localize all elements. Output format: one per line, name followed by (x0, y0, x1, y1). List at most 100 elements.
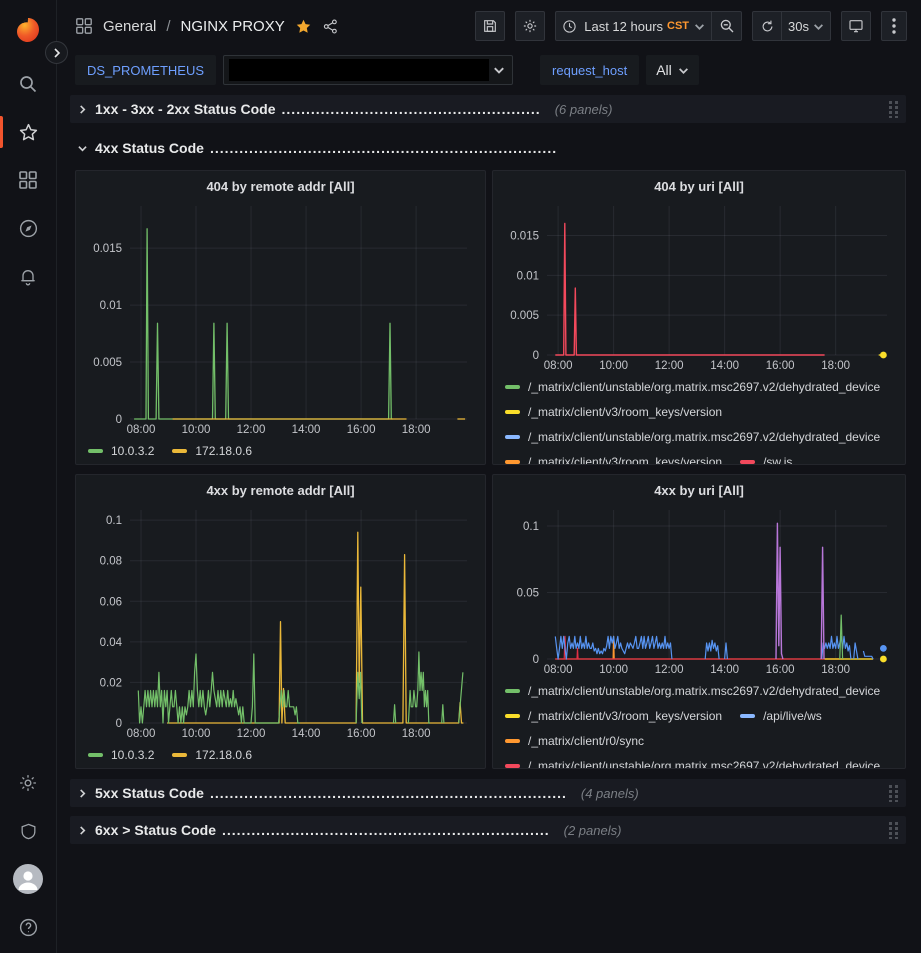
legend-item[interactable]: /_matrix/client/unstable/org.matrix.msc2… (505, 424, 880, 449)
save-dashboard-button[interactable] (475, 11, 506, 41)
legend-swatch (505, 409, 520, 414)
chevron-down-icon (695, 23, 705, 30)
legend-item[interactable]: /api/live/ws (740, 703, 822, 728)
svg-text:0.015: 0.015 (93, 243, 122, 255)
dashboard-title[interactable]: NGINX PROXY (180, 17, 285, 35)
share-icon[interactable] (322, 18, 339, 35)
refresh-interval-picker[interactable]: 30s (782, 11, 831, 41)
panel-title[interactable]: 404 by remote addr [All] (206, 179, 355, 194)
legend-item[interactable]: /_matrix/client/r0/sync (505, 728, 644, 753)
breadcrumb-section[interactable]: General (103, 17, 157, 35)
legend-item[interactable]: /_matrix/client/v3/room_keys/version (505, 399, 722, 424)
legend-item[interactable]: /_matrix/client/v3/room_keys/version (505, 703, 722, 728)
svg-text:14:00: 14:00 (710, 664, 739, 676)
legend: 10.0.3.2 172.18.0.6 (84, 742, 477, 768)
row-header-5xx[interactable]: 5xx Status Code ........................… (70, 779, 906, 807)
sidebar-item-help[interactable] (0, 903, 56, 951)
svg-text:0.1: 0.1 (523, 521, 539, 533)
sidebar-item-dashboards[interactable] (0, 156, 56, 204)
dashboard-settings-button[interactable] (515, 11, 546, 41)
timeseries-chart[interactable]: 08:00 10:00 12:00 14:00 16:00 18:00 0 0.005 0.01… (84, 198, 477, 438)
dashboards-grid-icon (19, 171, 37, 189)
refresh-button[interactable] (752, 11, 783, 41)
svg-text:0.01: 0.01 (100, 300, 122, 312)
svg-text:0.015: 0.015 (510, 230, 539, 242)
legend-item[interactable]: /sw.js (740, 449, 792, 464)
tv-mode-button[interactable] (841, 11, 871, 41)
svg-text:14:00: 14:00 (292, 728, 321, 740)
svg-text:10:00: 10:00 (182, 424, 211, 436)
legend-item[interactable]: /_matrix/client/unstable/org.matrix.msc2… (505, 753, 880, 768)
sidebar-item-configuration[interactable] (0, 759, 56, 807)
clock-icon (563, 19, 576, 33)
toolbar: Last 12 hours CST 30s (475, 11, 907, 41)
timeseries-chart[interactable]: 08:00 10:00 12:00 14:00 16:00 18:00 0 0.05 0.1 (501, 502, 897, 678)
timeseries-chart[interactable]: 08:00 10:00 12:00 14:00 16:00 18:00 0 0.02 0.04 0… (84, 502, 477, 742)
svg-text:10:00: 10:00 (599, 360, 628, 372)
sidebar-item-search[interactable] (0, 60, 56, 108)
sidebar-expand-button[interactable] (45, 41, 68, 64)
time-range-label: Last 12 hours (584, 18, 664, 34)
legend-swatch (505, 763, 520, 768)
legend-item[interactable]: 10.0.3.2 (88, 742, 154, 767)
panel-4xx-by-remote-addr[interactable]: 4xx by remote addr [All] 08:00 10:00 12:00… (75, 474, 486, 769)
svg-text:16:00: 16:00 (347, 728, 376, 740)
legend-item[interactable]: /_matrix/client/v3/room_keys/version (505, 449, 722, 464)
panel-title[interactable]: 404 by uri [All] (654, 179, 744, 194)
time-range-picker[interactable]: Last 12 hours CST (555, 11, 713, 41)
request-host-variable-select[interactable]: All (646, 55, 699, 85)
legend-swatch (505, 688, 520, 693)
sidebar-item-starred[interactable] (0, 108, 56, 156)
row-title: 1xx - 3xx - 2xx Status Code (95, 101, 276, 117)
kebab-menu-button[interactable] (881, 11, 907, 41)
legend-swatch (172, 752, 188, 757)
panel-title[interactable]: 4xx by uri [All] (654, 483, 744, 498)
gear-icon (20, 775, 36, 791)
chevron-right-icon (78, 825, 87, 835)
legend-item[interactable]: 10.0.3.2 (88, 438, 154, 463)
panel-4xx-by-uri[interactable]: 4xx by uri [All] 08:00 10:00 12:00 14:00 16:… (492, 474, 906, 769)
legend-label: 172.18.0.6 (195, 443, 253, 458)
sidebar-item-profile[interactable] (0, 855, 56, 903)
timezone-label: CST (667, 20, 690, 32)
panel-404-by-uri[interactable]: 404 by uri [All] 08:00 10:00 12:00 14:00 16:… (492, 170, 906, 465)
sidebar-item-server-admin[interactable] (0, 807, 56, 855)
time-controls: Last 12 hours CST (555, 11, 743, 41)
compass-icon (19, 219, 37, 237)
legend-swatch (505, 384, 520, 389)
breadcrumb: General / NGINX PROXY (75, 17, 339, 35)
favorite-star-icon[interactable] (295, 18, 312, 35)
zoom-out-time-button[interactable] (712, 11, 743, 41)
svg-text:0.005: 0.005 (510, 310, 539, 322)
row-title-dots: ........................................… (209, 140, 558, 156)
grafana-logo-icon (17, 18, 39, 42)
row-header-6xx[interactable]: 6xx > Status Code ......................… (70, 816, 906, 844)
legend-item[interactable]: /_matrix/client/unstable/org.matrix.msc2… (505, 374, 880, 399)
legend-item[interactable]: 172.18.0.6 (172, 742, 252, 767)
dashboard-grid-icon (76, 18, 92, 34)
svg-text:12:00: 12:00 (655, 360, 684, 372)
grafana-logo[interactable] (0, 0, 56, 60)
svg-text:08:00: 08:00 (127, 424, 156, 436)
svg-text:12:00: 12:00 (237, 424, 266, 436)
row-header-4xx[interactable]: 4xx Status Code ........................… (70, 134, 906, 162)
sidebar-item-explore[interactable] (0, 204, 56, 252)
row-drag-handle[interactable] (889, 784, 898, 802)
chevron-down-icon (814, 23, 823, 30)
refresh-interval-label: 30s (788, 18, 809, 34)
avatar (13, 864, 43, 894)
row-drag-handle[interactable] (889, 821, 898, 839)
panel-404-by-remote-addr[interactable]: 404 by remote addr [All] 08:00 10:00 12:00… (75, 170, 486, 465)
panel-title[interactable]: 4xx by remote addr [All] (206, 483, 355, 498)
svg-text:12:00: 12:00 (237, 728, 266, 740)
legend-item[interactable]: 172.18.0.6 (172, 438, 252, 463)
legend-swatch (88, 448, 103, 453)
sidebar-item-alerting[interactable] (0, 252, 56, 300)
datasource-variable-select[interactable] (223, 55, 514, 85)
request-host-variable-label: request_host (540, 55, 640, 85)
row-drag-handle[interactable] (889, 100, 898, 118)
svg-text:0.04: 0.04 (100, 637, 123, 649)
row-header-1xx-3xx-2xx[interactable]: 1xx - 3xx - 2xx Status Code ............… (70, 95, 906, 123)
timeseries-chart[interactable]: 08:00 10:00 12:00 14:00 16:00 18:00 0 0.005 0.01… (501, 198, 897, 374)
legend-item[interactable]: /_matrix/client/unstable/org.matrix.msc2… (505, 678, 880, 703)
